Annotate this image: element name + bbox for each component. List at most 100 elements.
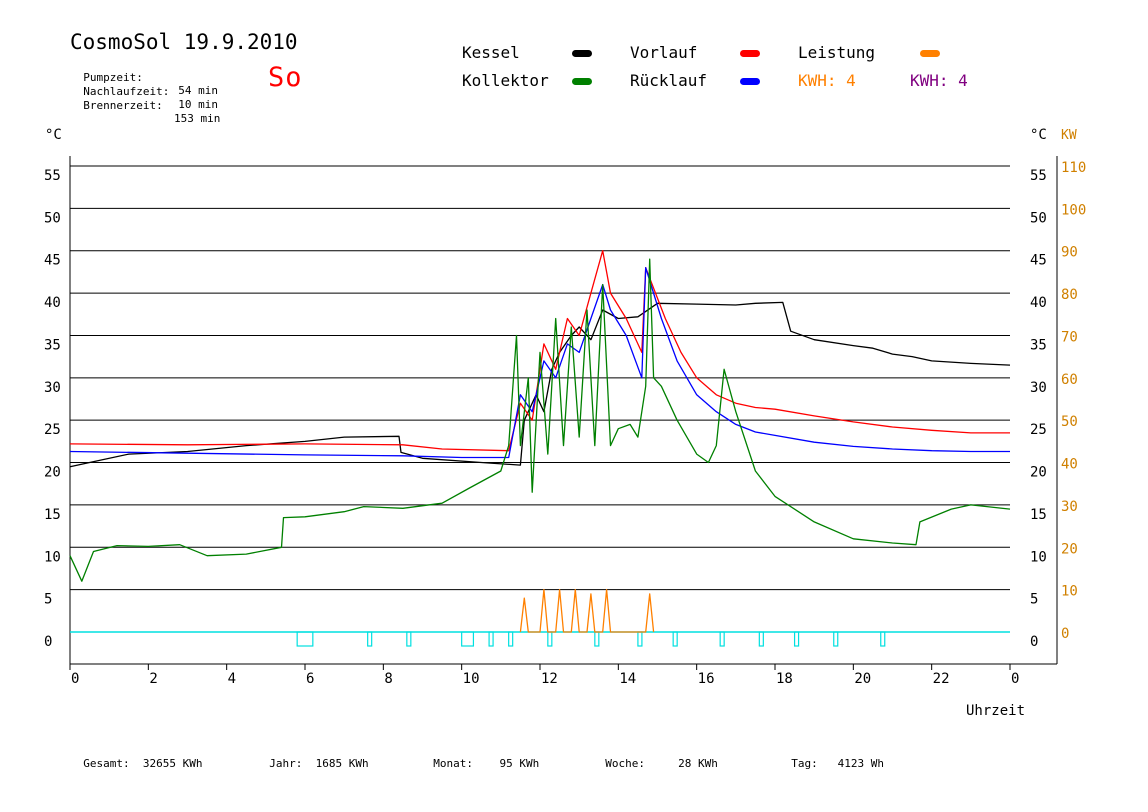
x-tick-label: 10 [463, 671, 480, 687]
y-tick-label-right: 5 [1030, 592, 1038, 608]
y2-tick-label: 20 [1061, 541, 1078, 557]
series-line-rcklauf [69, 267, 1010, 459]
y-tick-label: 0 [44, 634, 52, 650]
y-tick-label-right: 35 [1030, 337, 1047, 353]
y2-tick-label: 100 [1061, 202, 1086, 218]
legend-leistung-swatch [920, 50, 940, 57]
y-tick-label: 40 [44, 295, 61, 311]
y-tick-label: 45 [44, 253, 61, 269]
pump-on-marker [719, 631, 725, 647]
x-tick-label: 14 [619, 671, 636, 687]
y2-tick-label: 0 [1061, 626, 1069, 642]
y2-tick-label: 60 [1061, 372, 1078, 388]
y-tick-label-right: 40 [1030, 295, 1047, 311]
left-axis-unit: °C [45, 127, 62, 143]
y-tick-label: 10 [44, 549, 61, 565]
y-tick-label-right: 25 [1030, 422, 1047, 438]
right-axis-unit: °C [1030, 127, 1047, 143]
y-tick-label: 35 [44, 337, 61, 353]
kwh-orange-label: KWH: 4 [798, 71, 856, 90]
stat-label: Nachlaufzeit: [83, 85, 170, 98]
x-axis-label: Uhrzeit [966, 703, 1025, 719]
footer-label: Gesamt: [83, 757, 130, 770]
series-line-kollektor [69, 258, 1011, 582]
series-line-kessel [69, 301, 1011, 468]
legend-kollektor-label: Kollektor [462, 71, 549, 90]
footer-label: Woche: [605, 757, 645, 770]
y2-tick-label: 40 [1061, 457, 1078, 473]
y-tick-label-right: 15 [1030, 507, 1047, 523]
x-tick-label: 22 [933, 671, 950, 687]
footer-label: Tag: [791, 757, 818, 770]
y2-tick-label: 10 [1061, 584, 1078, 600]
stat-label: Pumpzeit: [83, 71, 143, 84]
legend-kessel-label: Kessel [462, 43, 520, 62]
stat-value: 54 min [178, 84, 218, 97]
footer-jahr: Jahr: 1685 KWh [256, 744, 369, 770]
legend-vorlauf-swatch [740, 50, 760, 57]
y2-tick-label: 70 [1061, 329, 1078, 345]
x-tick-label: 0 [71, 671, 79, 687]
x-tick-label: 8 [384, 671, 392, 687]
y-tick-label: 55 [44, 168, 61, 184]
y2-tick-label: 80 [1061, 287, 1078, 303]
pump-on-marker [880, 631, 886, 647]
footer-value: 32655 KWh [142, 757, 203, 770]
y-tick-label: 20 [44, 465, 61, 481]
y-tick-label-right: 20 [1030, 465, 1047, 481]
footer-gesamt: Gesamt: 32655 KWh [70, 744, 202, 770]
weekday-label: So [268, 62, 303, 93]
x-tick-label: 12 [541, 671, 558, 687]
series-line-leistung [519, 588, 655, 633]
pump-on-marker [758, 631, 764, 647]
x-tick-label: 6 [306, 671, 314, 687]
y2-tick-label: 50 [1061, 414, 1078, 430]
legend-leistung-label: Leistung [798, 43, 876, 62]
pump-on-marker [406, 631, 412, 647]
y-tick-label-right: 55 [1030, 168, 1047, 184]
footer-label: Jahr: [269, 757, 303, 770]
pump-on-marker [488, 631, 494, 647]
footer-value: 95 KWh [499, 757, 540, 770]
x-tick-label: 4 [228, 671, 236, 687]
footer-value: 4123 Wh [837, 757, 884, 770]
y-tick-label: 15 [44, 507, 61, 523]
x-tick-label: 18 [776, 671, 793, 687]
stat-value: 153 min [174, 112, 221, 125]
stat-pumpzeit: Pumpzeit: 54 min [70, 58, 218, 97]
legend-ruecklauf-swatch [740, 78, 760, 85]
pump-on-marker [793, 631, 800, 647]
kwh-purple-label: KWH: 4 [910, 71, 968, 90]
legend-ruecklauf-label: Rücklauf [630, 71, 708, 90]
footer-value: 28 KWh [678, 757, 718, 770]
pump-on-marker [594, 631, 600, 647]
legend-kollektor-swatch [572, 78, 592, 85]
y-tick-label-right: 30 [1030, 380, 1047, 396]
pump-on-marker [547, 631, 553, 647]
pump-on-marker [833, 631, 839, 647]
footer-tag: Tag: 4123 Wh [778, 744, 884, 770]
y-tick-label-right: 50 [1030, 210, 1047, 226]
x-tick-label: 0 [1011, 671, 1019, 687]
x-tick-label: 2 [149, 671, 157, 687]
y-tick-label: 50 [44, 210, 61, 226]
legend-kessel-swatch [572, 50, 592, 57]
x-tick-label: 20 [854, 671, 871, 687]
y2-tick-label: 110 [1061, 160, 1086, 176]
footer-woche: Woche: 28 KWh [592, 744, 718, 770]
chart-title: CosmoSol 19.9.2010 [70, 30, 298, 54]
y-tick-label-right: 10 [1030, 549, 1047, 565]
y-tick-label: 25 [44, 422, 61, 438]
legend-vorlauf-label: Vorlauf [630, 43, 698, 62]
pump-on-marker [461, 631, 475, 647]
footer-label: Monat: [433, 757, 473, 770]
footer-value: 1685 KWh [315, 757, 369, 770]
stat-brennerzeit: Brennerzeit: 153 min [70, 86, 220, 125]
y2-tick-label: 90 [1061, 245, 1078, 261]
pump-on-marker [508, 631, 514, 647]
stat-label: Brennerzeit: [83, 99, 163, 112]
pump-on-marker [672, 631, 678, 647]
footer-monat: Monat: 95 KWh [420, 744, 539, 770]
stat-nachlaufzeit: Nachlaufzeit: 10 min [70, 72, 218, 111]
